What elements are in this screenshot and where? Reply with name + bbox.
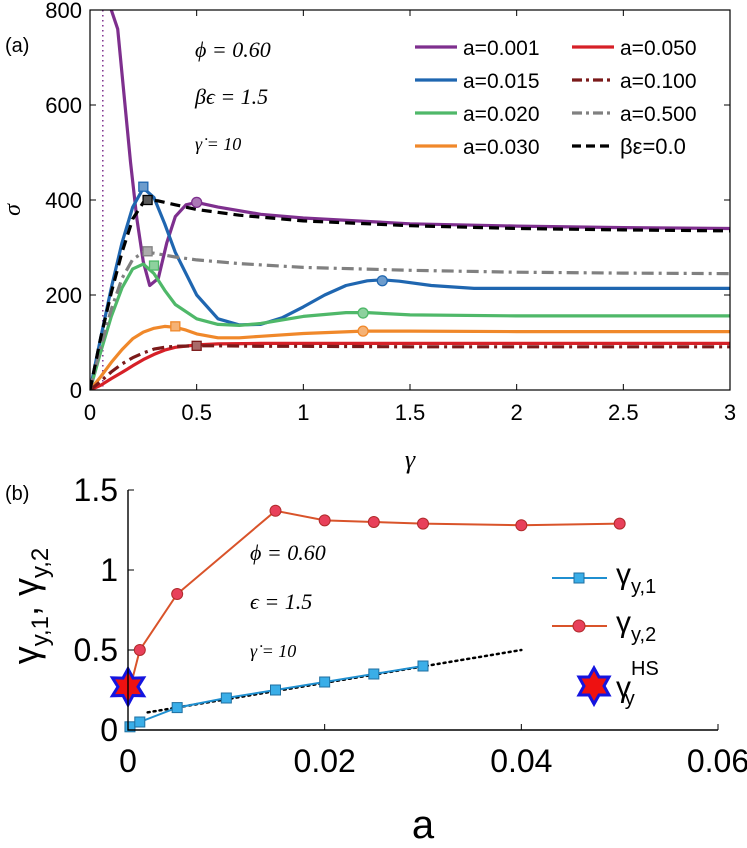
- legend-label-a-0-500: a=0.500: [620, 103, 697, 126]
- marker-a-0-100-0: [191, 340, 202, 351]
- point-y-1-4: [270, 684, 281, 696]
- point-y-1-3: [220, 692, 232, 704]
- point-y-2-4: [318, 514, 331, 527]
- marker-a-0-030-1: [357, 325, 369, 337]
- panel-b-x-tick-label: 0.06: [687, 743, 747, 779]
- point-y-2-2: [171, 588, 184, 600]
- panel-a-y-axis-label: σ: [0, 203, 26, 216]
- marker-a-0-500-0: [142, 246, 153, 257]
- point-y-1-1: [134, 716, 146, 728]
- legend-gy2-marker: [572, 619, 586, 633]
- marker-a-0-030-0: [170, 321, 181, 332]
- legend-gy1-label: γy,1: [616, 558, 656, 598]
- panel-a-y-tick-label: 400: [45, 188, 82, 213]
- panel-b-ticks: 0 0.02 0.04 0.06 0 0.5 1 1.5: [74, 472, 747, 779]
- panel-b-annotation-rate: γ̇ = 10: [250, 641, 296, 661]
- panel-a-annotation-rate: γ̇ = 10: [195, 134, 241, 154]
- panel-b-label: (b): [5, 483, 29, 505]
- legend-ghs-label: γHS y: [616, 658, 659, 710]
- series-line-a-0-015: [90, 186, 730, 390]
- panel-b-annotation-eps: ϵ = 1.5: [250, 589, 312, 614]
- marker-0-0-0: [142, 194, 153, 206]
- panel-b-x-tick-label: 0: [119, 743, 137, 779]
- point-y-1-7: [417, 660, 429, 672]
- panel-a-markers-layer: [138, 181, 388, 351]
- panel-a-x-tick-label: 2: [511, 400, 523, 425]
- panel-a-x-tick-label: 1: [297, 400, 309, 425]
- panel-a-y-tick-label: 0: [70, 378, 82, 403]
- legend-label-a-0-050: a=0.050: [620, 37, 697, 60]
- marker-a-0-001-0: [191, 196, 203, 209]
- point-y-2-8: [613, 517, 626, 530]
- point-y-2-1: [133, 644, 146, 656]
- series-line-a-0-001: [109, 10, 730, 288]
- panel-a-x-tick-label: 3: [724, 400, 736, 425]
- point-y-2-7: [515, 519, 528, 532]
- panel-b-x-axis-label: a: [412, 803, 435, 847]
- panel-b-series-layer: [109, 504, 626, 733]
- legend-label-0-0: βε=0.0: [620, 134, 686, 159]
- legend-gy1-marker: [573, 572, 585, 584]
- series-line-a-0-030: [90, 324, 730, 390]
- panel-a-x-axis-label: γ: [405, 445, 416, 474]
- point-y-1-6: [368, 668, 380, 680]
- panel-a-y-tick-label: 800: [45, 0, 82, 23]
- panel-a-y-tick-label: 200: [45, 283, 82, 308]
- series-line-0-0: [90, 198, 730, 390]
- panel-b-legend: γy,1 γy,2 γHS y: [552, 558, 659, 710]
- point-y-2-5: [367, 516, 380, 528]
- panel-a: 0 0.5 1 1.5 2 2.5 3 0 200 400 600 800 (a) σ γ ϕ = 0…: [0, 0, 736, 474]
- point-y-2-3: [269, 504, 282, 517]
- series-line-y-1: [129, 665, 424, 728]
- panel-a-x-tick-label: 1.5: [395, 400, 426, 425]
- panel-b: 0 0.02 0.04 0.06 0 0.5 1 1.5 (b) a γy,1, γy,2 ϕ…: [5, 472, 747, 847]
- legend-label-a-0-020: a=0.020: [463, 103, 540, 126]
- legend-label-a-0-001: a=0.001: [463, 37, 540, 60]
- panel-b-y-axis-label: γy,1, γy,2: [5, 548, 54, 664]
- panel-b-y-tick-label: 0: [100, 712, 118, 748]
- marker-a-0-020-1: [357, 307, 369, 319]
- panel-b-y-tick-label: 1.5: [74, 472, 118, 508]
- panel-b-annotation-phi: ϕ = 0.60: [250, 540, 326, 565]
- series-line-a-0-050: [90, 341, 730, 390]
- panel-a-x-tick-label: 0: [84, 400, 96, 425]
- panel-a-x-tick-label: 2.5: [608, 400, 639, 425]
- legend-label-a-0-030: a=0.030: [463, 136, 540, 159]
- legend-gy2-label: γy,2: [616, 606, 656, 646]
- marker-a-0-020-0: [148, 260, 160, 271]
- marker-a-0-015-0: [138, 181, 149, 192]
- panel-b-x-tick-label: 0.02: [294, 743, 356, 779]
- panel-a-annotation-phi: ϕ = 0.60: [195, 37, 271, 62]
- panel-a-x-tick-label: 0.5: [181, 400, 212, 425]
- series-line-y-2: [129, 509, 620, 689]
- panel-b-y-tick-label: 1: [100, 552, 118, 588]
- panel-a-legend: a=0.001 a=0.015 a=0.020 a=0.030 a=0.050 a=0.1…: [415, 37, 697, 159]
- series-line-a-0-100: [90, 344, 730, 390]
- panel-a-annotation-beps: βϵ = 1.5: [194, 84, 268, 109]
- panel-a-series-layer: [90, 10, 730, 390]
- point-y-2-6: [417, 517, 429, 530]
- panel-a-ticks: 0 0.5 1 1.5 2 2.5 3 0 200 400 600 800: [45, 0, 736, 425]
- legend-label-a-0-015: a=0.015: [463, 70, 540, 93]
- marker-a-0-015-1: [376, 275, 388, 287]
- point-y-1-5: [319, 676, 331, 688]
- series-line-a-0-500: [90, 250, 730, 390]
- legend-label-a-0-100: a=0.100: [620, 70, 697, 93]
- panel-a-y-tick-label: 600: [45, 93, 82, 118]
- legend-ghs-marker: [576, 664, 612, 708]
- panel-a-label: (a): [5, 35, 29, 57]
- point-y-1-2: [171, 702, 183, 714]
- panel-b-y-tick-label: 0.5: [74, 632, 118, 668]
- series-line-a-0-020: [90, 262, 730, 390]
- panel-b-x-tick-label: 0.04: [490, 743, 552, 779]
